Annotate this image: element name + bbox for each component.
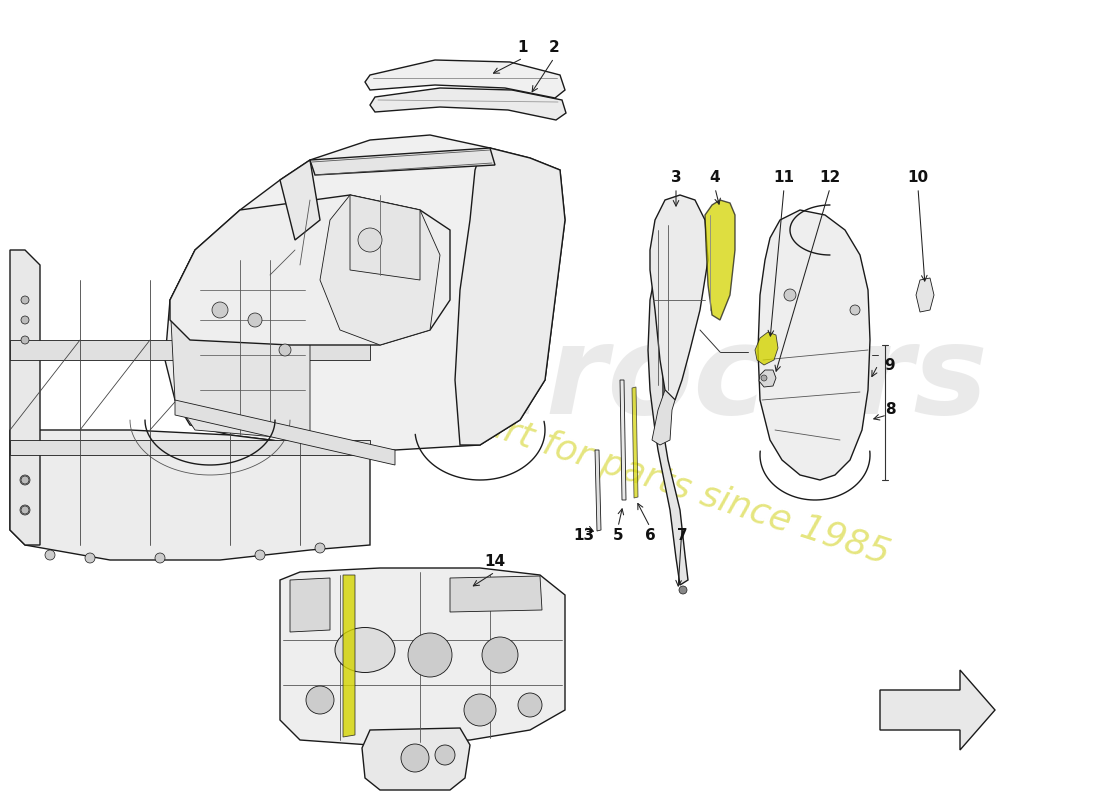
Circle shape bbox=[408, 633, 452, 677]
Circle shape bbox=[679, 586, 688, 594]
Polygon shape bbox=[370, 88, 566, 120]
Polygon shape bbox=[455, 148, 565, 445]
Circle shape bbox=[20, 505, 30, 515]
Polygon shape bbox=[652, 390, 675, 445]
Polygon shape bbox=[320, 195, 440, 345]
Circle shape bbox=[21, 476, 29, 484]
Circle shape bbox=[482, 637, 518, 673]
Polygon shape bbox=[10, 440, 370, 455]
Circle shape bbox=[358, 228, 382, 252]
Polygon shape bbox=[620, 380, 626, 500]
Circle shape bbox=[248, 313, 262, 327]
Circle shape bbox=[402, 744, 429, 772]
Text: 10: 10 bbox=[908, 170, 928, 186]
Text: 14: 14 bbox=[484, 554, 506, 570]
Circle shape bbox=[45, 550, 55, 560]
Text: 5: 5 bbox=[613, 527, 624, 542]
Polygon shape bbox=[343, 575, 355, 737]
Polygon shape bbox=[10, 340, 370, 360]
Circle shape bbox=[155, 553, 165, 563]
Text: 7: 7 bbox=[676, 527, 688, 542]
Circle shape bbox=[518, 693, 542, 717]
Text: 11: 11 bbox=[773, 170, 794, 186]
Text: 3: 3 bbox=[671, 170, 681, 186]
Ellipse shape bbox=[336, 627, 395, 673]
Text: 12: 12 bbox=[820, 170, 840, 186]
Text: 13: 13 bbox=[573, 527, 595, 542]
Circle shape bbox=[255, 550, 265, 560]
Circle shape bbox=[21, 336, 29, 344]
Circle shape bbox=[850, 305, 860, 315]
Circle shape bbox=[85, 553, 95, 563]
Circle shape bbox=[212, 302, 228, 318]
Text: 9: 9 bbox=[884, 358, 895, 373]
Circle shape bbox=[784, 289, 796, 301]
Circle shape bbox=[20, 475, 30, 485]
Polygon shape bbox=[650, 195, 708, 400]
Polygon shape bbox=[165, 135, 565, 450]
Polygon shape bbox=[170, 195, 450, 345]
Circle shape bbox=[434, 745, 455, 765]
Polygon shape bbox=[755, 332, 778, 365]
Polygon shape bbox=[175, 400, 395, 465]
Polygon shape bbox=[632, 387, 638, 498]
Text: 6: 6 bbox=[645, 527, 656, 542]
Circle shape bbox=[464, 694, 496, 726]
Polygon shape bbox=[916, 278, 934, 312]
Polygon shape bbox=[290, 578, 330, 632]
Polygon shape bbox=[705, 200, 735, 320]
Polygon shape bbox=[10, 250, 40, 545]
Text: eurocars: eurocars bbox=[372, 319, 988, 441]
Text: 2: 2 bbox=[549, 41, 560, 55]
Text: 1: 1 bbox=[518, 41, 528, 55]
Polygon shape bbox=[10, 430, 370, 560]
Circle shape bbox=[315, 543, 324, 553]
Polygon shape bbox=[170, 250, 310, 440]
Polygon shape bbox=[758, 210, 870, 480]
Polygon shape bbox=[310, 148, 495, 175]
Polygon shape bbox=[350, 195, 420, 280]
Circle shape bbox=[761, 375, 767, 381]
Polygon shape bbox=[595, 450, 601, 531]
Text: 4: 4 bbox=[710, 170, 720, 186]
Polygon shape bbox=[362, 728, 470, 790]
Polygon shape bbox=[759, 370, 775, 387]
Polygon shape bbox=[450, 576, 542, 612]
Circle shape bbox=[21, 296, 29, 304]
Polygon shape bbox=[648, 250, 688, 585]
Text: 8: 8 bbox=[884, 402, 895, 418]
Polygon shape bbox=[365, 60, 565, 98]
Polygon shape bbox=[280, 160, 320, 240]
Circle shape bbox=[21, 316, 29, 324]
Text: a part for parts since 1985: a part for parts since 1985 bbox=[426, 390, 894, 570]
Polygon shape bbox=[280, 568, 565, 745]
Circle shape bbox=[21, 506, 29, 514]
Circle shape bbox=[306, 686, 334, 714]
Polygon shape bbox=[880, 670, 996, 750]
Circle shape bbox=[279, 344, 292, 356]
